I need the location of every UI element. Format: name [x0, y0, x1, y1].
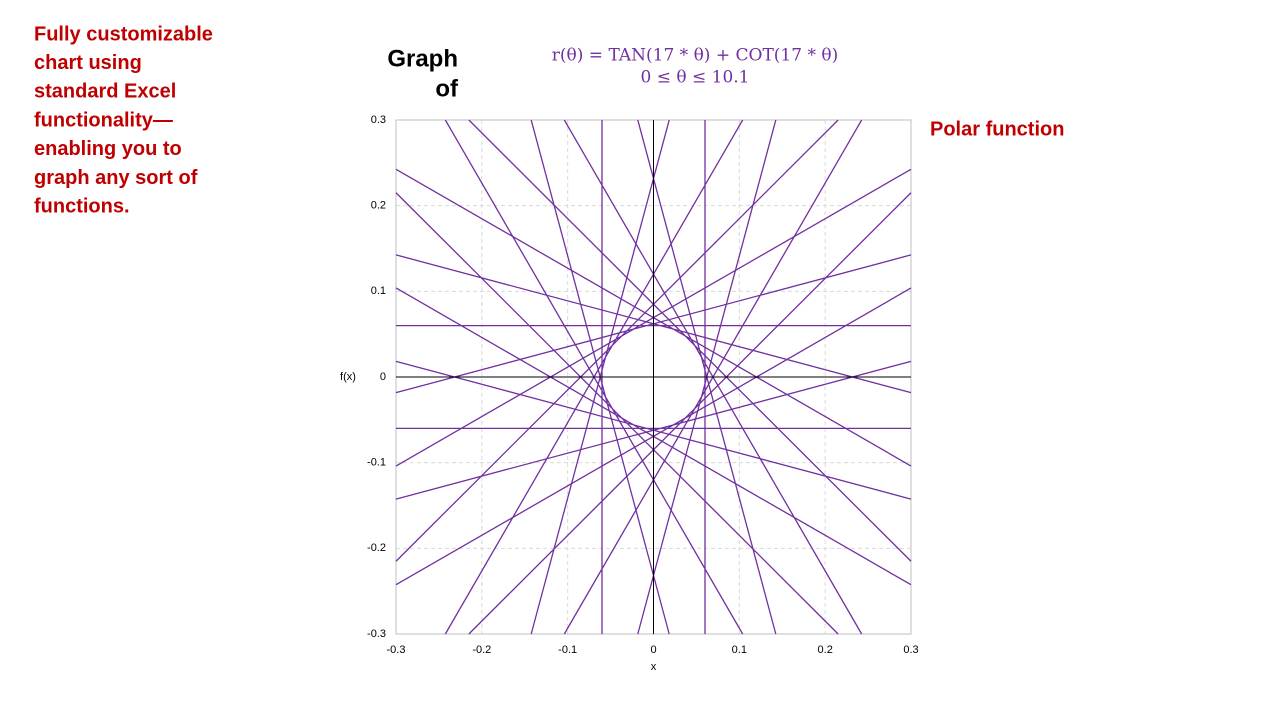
x-tick-label: 0.2 — [818, 644, 833, 656]
y-tick-label: -0.1 — [367, 457, 386, 469]
y-tick-label: 0.1 — [371, 285, 386, 297]
chart-subtitle: r(θ) = TAN(17 * θ) + COT(17 * θ) — [552, 46, 838, 66]
x-tick-label: -0.1 — [558, 644, 577, 656]
y-tick-label: 0.2 — [371, 200, 386, 212]
side-note: enabling you to — [34, 138, 182, 160]
chart-subtitle: 0 ≤ θ ≤ 10.1 — [640, 68, 749, 88]
x-tick-label: 0.3 — [903, 644, 918, 656]
y-tick-label: 0.3 — [371, 114, 386, 126]
side-note: Fully customizable — [34, 23, 213, 45]
label: Polar function — [930, 118, 1064, 140]
side-note: functionality— — [34, 109, 173, 131]
side-note: standard Excel — [34, 81, 176, 103]
y-tick-label: -0.2 — [367, 542, 386, 554]
chart-title: of — [435, 75, 459, 102]
side-note: graph any sort of — [34, 167, 198, 189]
x-axis-label: x — [651, 661, 657, 673]
x-tick-label: 0 — [650, 644, 656, 656]
side-note: chart using — [34, 52, 142, 74]
chart-title: Graph — [387, 45, 458, 72]
y-tick-label: 0 — [380, 371, 386, 383]
side-note: functions. — [34, 195, 130, 217]
y-tick-label: -0.3 — [367, 628, 386, 640]
x-tick-label: -0.3 — [387, 644, 406, 656]
x-tick-label: -0.2 — [472, 644, 491, 656]
y-axis-label: f(x) — [340, 371, 356, 383]
x-tick-label: 0.1 — [732, 644, 747, 656]
